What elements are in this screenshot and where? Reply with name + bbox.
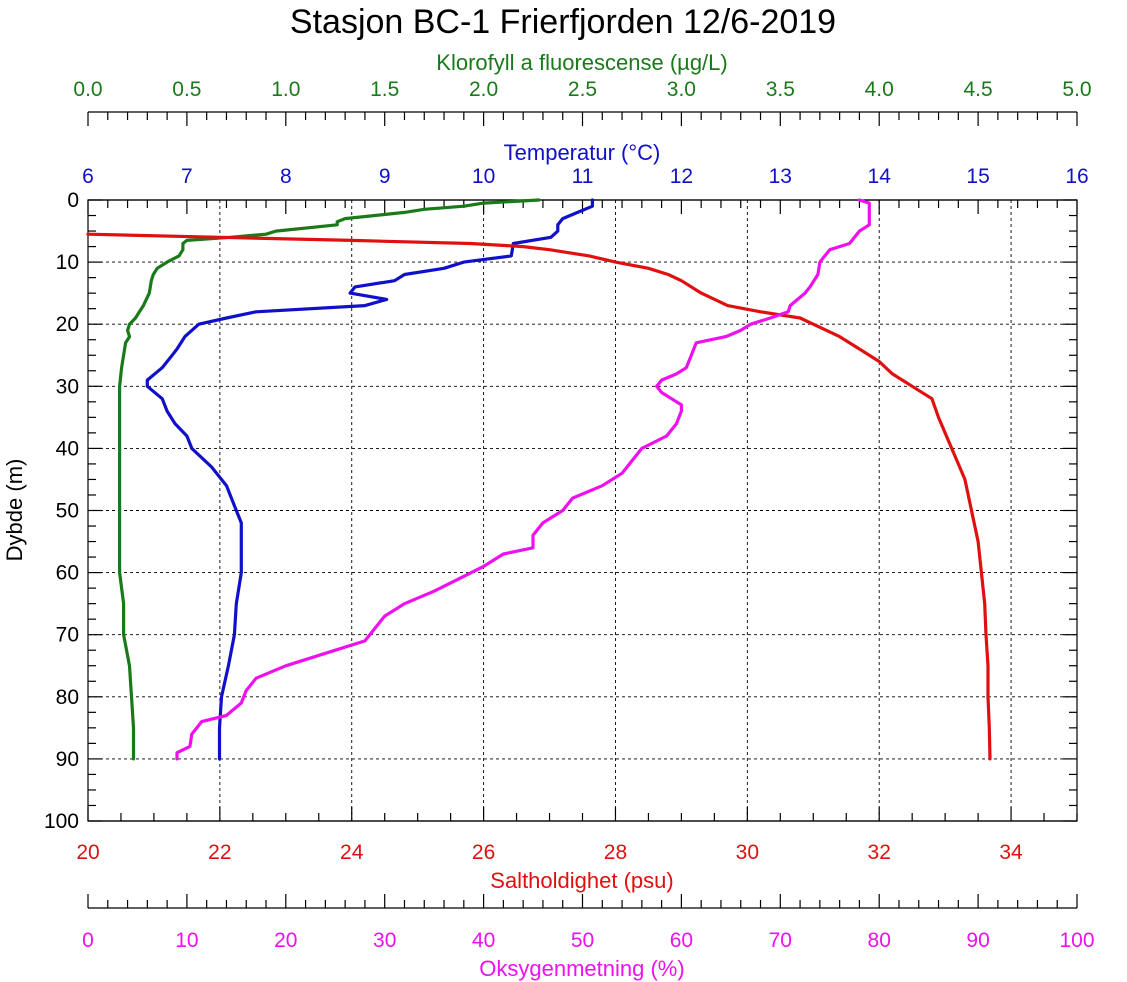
temp-tick-label: 8: [280, 165, 292, 188]
y-tick-label: 70: [56, 624, 79, 647]
series-line-oxy: [175, 198, 871, 761]
chl-tick-label: 4.5: [963, 78, 992, 101]
oxy-tick-label: 20: [274, 929, 297, 952]
chlorophyll-axis-label: Klorofyll a fluorescense (µg/L): [436, 50, 727, 75]
oxy-tick-label: 0: [82, 929, 94, 952]
y-tick-label: 30: [56, 375, 79, 398]
oxy-tick-label: 30: [373, 929, 396, 952]
y-tick-label: 20: [56, 313, 79, 336]
sal-tick-label: 26: [472, 841, 495, 864]
chl-tick-label: 1.5: [370, 78, 399, 101]
oxy-tick-label: 40: [472, 929, 495, 952]
temp-tick-label: 14: [868, 165, 892, 188]
chl-tick-label: 2.5: [568, 78, 597, 101]
temp-tick-label: 12: [670, 165, 693, 188]
y-tick-label: 80: [56, 686, 79, 709]
chart-title: Stasjon BC-1 Frierfjorden 12/6-2019: [290, 3, 836, 41]
oxy-tick-label: 70: [769, 929, 792, 952]
sal-tick-label: 28: [604, 841, 627, 864]
temperature-axis-label: Temperatur (°C): [504, 140, 661, 165]
salinity-axis-label: Saltholdighet (psu): [490, 868, 673, 893]
temp-tick-label: 11: [572, 165, 594, 188]
y-tick-label: 0: [67, 189, 79, 212]
oxy-tick-label: 10: [175, 929, 198, 952]
temp-tick-label: 15: [966, 165, 989, 188]
y-tick-label: 10: [56, 251, 79, 274]
chl-tick-label: 3.5: [766, 78, 795, 101]
chl-tick-label: 5.0: [1062, 78, 1091, 101]
y-tick-label: 90: [56, 748, 79, 771]
sal-tick-label: 20: [76, 841, 99, 864]
oxygen-axis-label: Oksygenmetning (%): [479, 956, 684, 981]
series-line-chl: [118, 198, 541, 761]
chl-tick-label: 0.5: [172, 78, 201, 101]
chl-tick-label: 4.0: [865, 78, 894, 101]
y-tick-label: 100: [44, 810, 79, 833]
sal-tick-label: 30: [736, 841, 759, 864]
oxy-tick-label: 60: [670, 929, 693, 952]
oxy-tick-label: 50: [571, 929, 594, 952]
chl-tick-label: 3.0: [667, 78, 696, 101]
y-tick-label: 40: [56, 437, 79, 460]
y-tick-label: 60: [56, 562, 79, 585]
oxy-tick-label: 90: [966, 929, 989, 952]
chl-tick-label: 1.0: [271, 78, 300, 101]
grid: [88, 200, 1077, 821]
y-axis-label: Dybde (m): [2, 459, 27, 562]
temp-tick-label: 16: [1065, 165, 1088, 188]
temp-tick-label: 13: [769, 165, 792, 188]
chl-tick-label: 0.0: [73, 78, 102, 101]
y-tick-label: 50: [56, 500, 79, 523]
temperature-axis: 6 7 8 9 10 11 12 13 14 15 16: [82, 165, 1089, 214]
oxy-tick-label: 80: [868, 929, 891, 952]
y-axis: 0 10 20 30 40 50 60 70 80 90 100: [44, 189, 1077, 833]
sal-tick-label: 34: [999, 841, 1023, 864]
chlorophyll-axis: 0.0 0.5 1.0 1.5 2.0 2.5 3.0 3.5 4.0 4.5 5.0: [73, 78, 1092, 126]
temp-tick-label: 7: [181, 165, 193, 188]
salinity-axis: 20 22 24 26 28 30 32 34: [76, 807, 1078, 864]
temp-tick-label: 6: [82, 165, 94, 188]
series-layer: [86, 198, 992, 761]
oxy-tick-label: 100: [1059, 929, 1094, 952]
sal-tick-label: 24: [340, 841, 364, 864]
oxygen-axis: 0 10 20 30 40 50 60 70 80 90 100: [82, 894, 1095, 952]
chl-tick-label: 2.0: [469, 78, 498, 101]
series-line-temp: [145, 198, 594, 761]
temp-tick-label: 10: [472, 165, 495, 188]
temp-tick-label: 9: [379, 165, 391, 188]
sal-tick-label: 32: [868, 841, 891, 864]
sal-tick-label: 22: [208, 841, 231, 864]
series-line-sal: [86, 232, 992, 761]
